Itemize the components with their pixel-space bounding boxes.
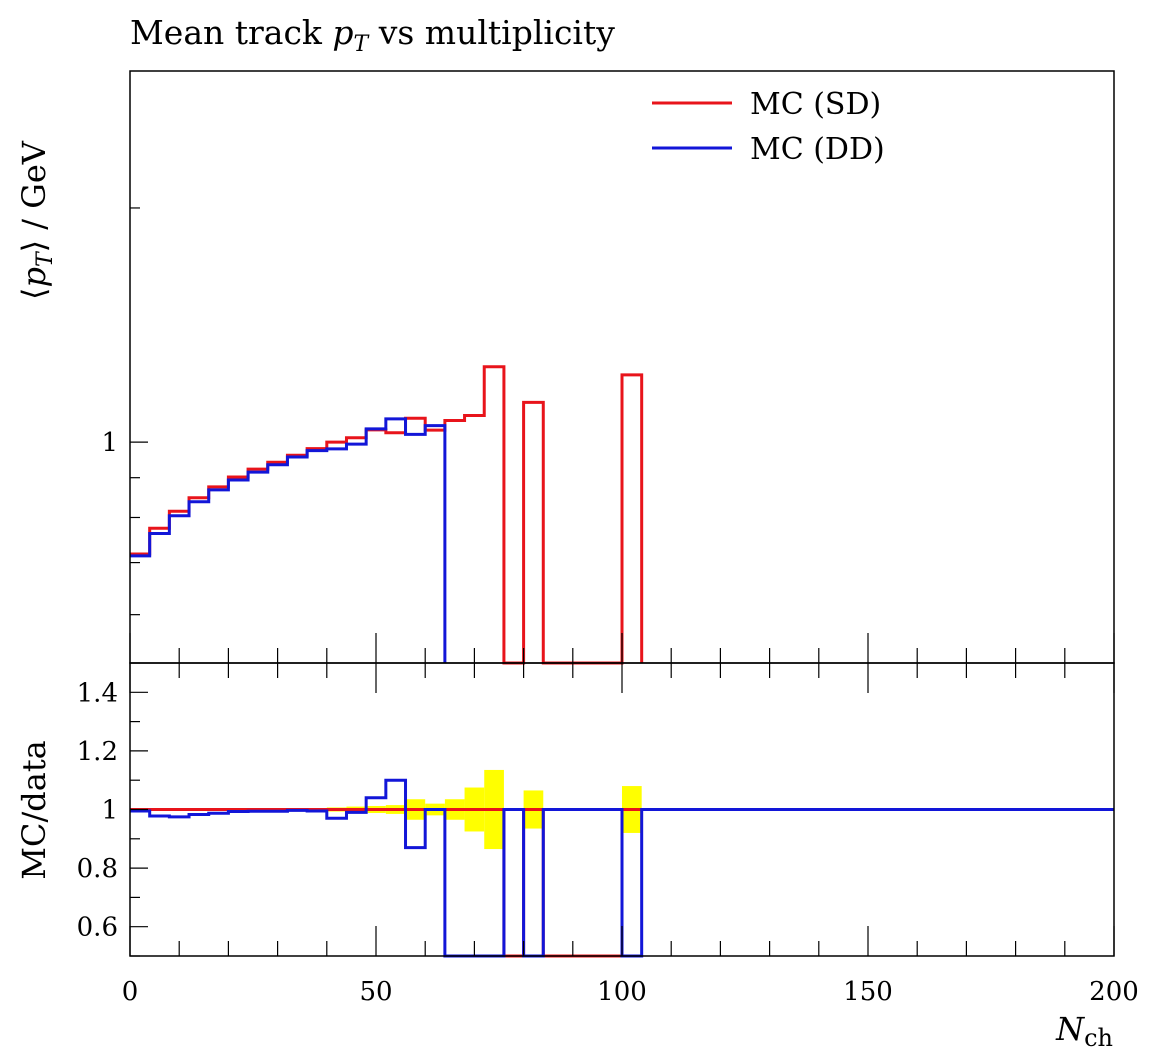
ratio-y-tick-label: 0.6 — [77, 913, 118, 943]
x-tick-label: 0 — [122, 977, 139, 1007]
main-series-sd — [130, 365, 644, 665]
main-y-axis-label: ⟨pT⟩ / GeV — [15, 140, 58, 300]
ratio-y-tick-label: 0.8 — [77, 854, 118, 884]
ratio-y-tick-label: 1 — [101, 796, 118, 826]
ratio-y-tick-label: 1.4 — [77, 678, 118, 708]
main-plot-series — [130, 365, 644, 665]
chart-title: Mean track pT vs multiplicity — [130, 13, 615, 57]
legend-label-0: MC (SD) — [750, 87, 881, 122]
main-series-dd — [130, 417, 447, 663]
legend: MC (SD) MC (DD) — [652, 87, 885, 167]
ratio-y-axis-label: MC/data — [15, 740, 53, 880]
x-tick-label: 200 — [1089, 977, 1139, 1007]
x-axis-label: Nch — [1055, 1010, 1113, 1052]
axes: 0 50 100 150 200 1 0.6 0.8 1 1.2 1.4 — [77, 70, 1139, 1007]
x-tick-label: 100 — [597, 977, 647, 1007]
x-tick-label: 150 — [843, 977, 893, 1007]
x-tick-label: 50 — [359, 977, 392, 1007]
legend-label-1: MC (DD) — [750, 132, 885, 167]
main-y-tick-label: 1 — [101, 428, 118, 458]
ratio-y-tick-label: 1.2 — [77, 737, 118, 767]
